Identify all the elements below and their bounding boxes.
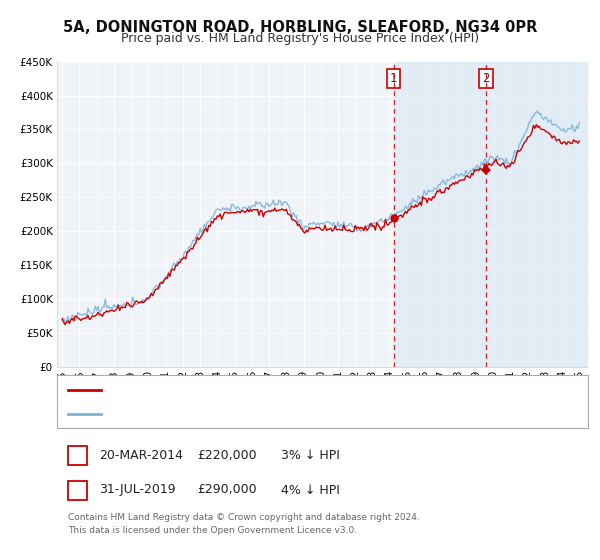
- Text: 31-JUL-2019: 31-JUL-2019: [99, 483, 176, 497]
- Text: 2: 2: [73, 483, 82, 497]
- Text: This data is licensed under the Open Government Licence v3.0.: This data is licensed under the Open Gov…: [68, 526, 357, 535]
- Text: Price paid vs. HM Land Registry's House Price Index (HPI): Price paid vs. HM Land Registry's House …: [121, 32, 479, 45]
- Bar: [394, 62, 588, 367]
- Text: 5A, DONINGTON ROAD, HORBLING, SLEAFORD, NG34 0PR: 5A, DONINGTON ROAD, HORBLING, SLEAFORD, …: [63, 20, 537, 35]
- Text: £290,000: £290,000: [197, 483, 256, 497]
- Text: Contains HM Land Registry data © Crown copyright and database right 2024.: Contains HM Land Registry data © Crown c…: [68, 514, 419, 522]
- Text: 1: 1: [390, 72, 397, 85]
- Text: HPI: Average price, detached house, South Kesteven: HPI: Average price, detached house, Sout…: [110, 408, 403, 418]
- Text: 20-MAR-2014: 20-MAR-2014: [99, 449, 183, 462]
- Text: £220,000: £220,000: [197, 449, 256, 462]
- Text: 2: 2: [482, 72, 490, 85]
- Text: 4% ↓ HPI: 4% ↓ HPI: [281, 483, 340, 497]
- Text: 3% ↓ HPI: 3% ↓ HPI: [281, 449, 340, 462]
- Text: 1: 1: [73, 449, 82, 462]
- Text: 5A, DONINGTON ROAD, HORBLING, SLEAFORD, NG34 0PR (detached house): 5A, DONINGTON ROAD, HORBLING, SLEAFORD, …: [110, 385, 534, 395]
